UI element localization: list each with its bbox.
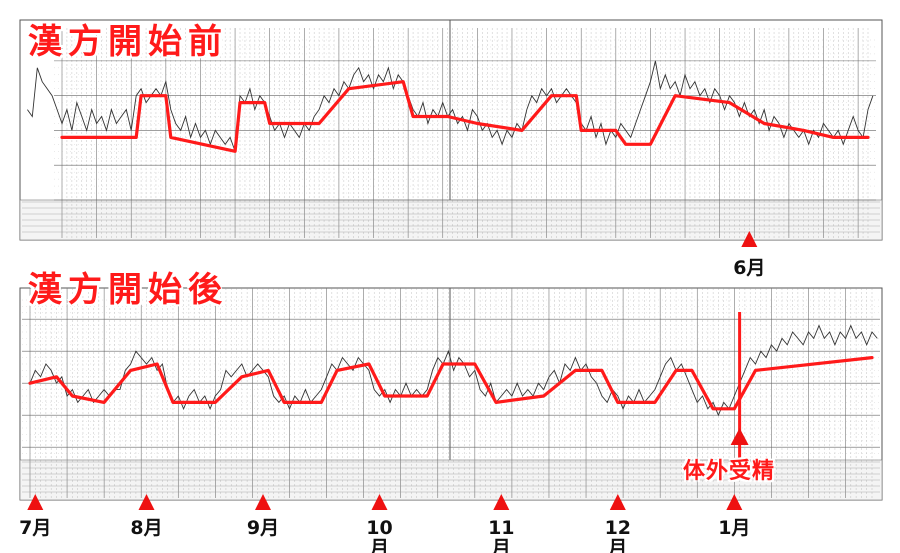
grid-before: [22, 28, 880, 238]
series-line-trend-before: [60, 80, 870, 153]
month-label: 11月: [488, 517, 515, 553]
ivf-marker: [730, 428, 749, 445]
month-markers: [27, 231, 758, 510]
month-label: 7月: [19, 517, 52, 539]
title-after: 漢方開始後: [28, 270, 228, 310]
month-label: 10月: [366, 517, 393, 553]
title-before: 漢方開始前: [28, 22, 228, 62]
series-line-trend-after: [28, 356, 874, 411]
lines-after: [28, 312, 878, 470]
month-marker-after-5: [609, 494, 626, 510]
month-label: 6月: [733, 257, 766, 279]
month-label: 1月: [718, 517, 751, 539]
month-marker-after-4: [493, 494, 510, 510]
month-label: 12月: [604, 517, 632, 553]
month-marker-before-0: [741, 231, 758, 247]
month-marker-after-6: [726, 494, 743, 510]
month-marker-after-0: [27, 494, 44, 510]
series-line-bbt-before: [27, 60, 874, 152]
month-label: 9月: [246, 517, 280, 539]
month-marker-after-1: [138, 494, 155, 510]
month-label: 8月: [130, 517, 163, 539]
month-marker-after-2: [255, 494, 272, 510]
lines-before: [27, 60, 874, 153]
ivf-annotation-label: 体外受精: [683, 459, 776, 484]
month-marker-after-3: [371, 494, 388, 510]
